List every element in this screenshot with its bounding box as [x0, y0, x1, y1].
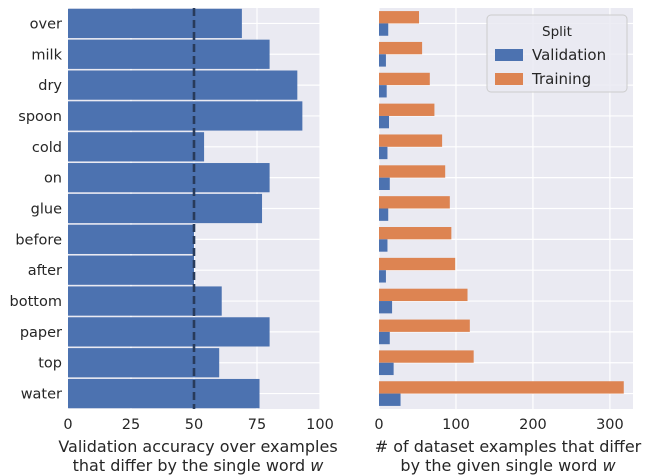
- category-label: top: [38, 356, 62, 372]
- left-x-tick-label: 25: [122, 417, 140, 433]
- accuracy-bar-paper: [68, 317, 270, 347]
- right-x-axis-label-line2: by the given single word w: [400, 456, 616, 475]
- accuracy-bar-cold: [68, 132, 205, 162]
- accuracy-bar-top: [68, 348, 220, 378]
- legend: Split Validation Training: [486, 14, 628, 93]
- legend-swatch-validation: [495, 49, 523, 61]
- legend-label-validation: Validation: [532, 46, 606, 64]
- left-x-tick-label: 50: [185, 417, 203, 433]
- category-label: on: [44, 171, 62, 187]
- training-bar-on: [379, 165, 446, 178]
- validation-bar-before: [379, 239, 388, 252]
- category-label: milk: [31, 47, 62, 63]
- training-bar-after: [379, 257, 456, 271]
- category-label: cold: [32, 140, 62, 156]
- right-x-tick-label: 300: [596, 417, 624, 433]
- accuracy-bar-after: [68, 255, 194, 285]
- accuracy-bar-dry: [68, 70, 298, 100]
- validation-bar-paper: [379, 331, 390, 345]
- accuracy-bar-over: [68, 8, 242, 39]
- accuracy-bar-glue: [68, 193, 263, 224]
- right-x-tick-label: 0: [374, 417, 383, 433]
- category-label: bottom: [10, 294, 62, 310]
- validation-bar-spoon: [379, 115, 390, 129]
- training-bar-water: [379, 381, 624, 394]
- training-bar-top: [379, 350, 474, 363]
- category-label: paper: [20, 325, 62, 341]
- category-label: over: [30, 16, 62, 32]
- training-bar-milk: [379, 41, 423, 55]
- category-label: spoon: [18, 109, 62, 125]
- category-label: dry: [38, 78, 62, 94]
- validation-bar-dry: [379, 85, 387, 98]
- training-bar-over: [379, 11, 420, 24]
- left-x-axis-label-line2: that differ by the single word w: [73, 456, 325, 475]
- counts-chart: 0 100 200 300 # of dataset examples that dif…: [374, 8, 642, 475]
- accuracy-bar-water: [68, 378, 260, 409]
- validation-bar-top: [379, 362, 394, 376]
- accuracy-chart: over milk dry spoon cold on glue before after bot…: [10, 8, 338, 475]
- accuracy-bar-before: [68, 224, 194, 254]
- accuracy-bar-milk: [68, 39, 270, 69]
- validation-bar-milk: [379, 54, 386, 67]
- category-label: before: [15, 232, 62, 248]
- validation-bar-on: [379, 177, 390, 190]
- training-bar-paper: [379, 319, 470, 332]
- legend-swatch-training: [495, 73, 523, 85]
- training-bar-before: [379, 227, 452, 240]
- validation-bar-glue: [379, 208, 389, 221]
- training-bar-dry: [379, 72, 430, 86]
- training-bar-spoon: [379, 103, 435, 116]
- validation-bar-after: [379, 270, 386, 283]
- accuracy-bar-on: [68, 163, 270, 193]
- category-label: after: [28, 263, 62, 279]
- right-x-tick-label: 100: [442, 417, 470, 433]
- category-label: water: [21, 387, 62, 403]
- validation-bar-over: [379, 23, 389, 36]
- validation-bar-water: [379, 393, 401, 406]
- training-bar-bottom: [379, 288, 468, 302]
- validation-bar-cold: [379, 146, 388, 160]
- left-x-tick-label: 0: [63, 417, 72, 433]
- right-x-axis-label-line1: # of dataset examples that differ: [375, 437, 642, 456]
- legend-frame: [486, 14, 628, 93]
- accuracy-bar-bottom: [68, 286, 222, 316]
- legend-title: Split: [542, 24, 572, 40]
- training-bar-cold: [379, 134, 443, 147]
- right-x-tick-label: 200: [519, 417, 547, 433]
- training-bar-glue: [379, 196, 450, 209]
- left-x-tick-label: 100: [306, 417, 334, 433]
- category-label: glue: [31, 202, 62, 218]
- left-x-axis-label-line1: Validation accuracy over examples: [58, 437, 337, 456]
- validation-bar-bottom: [379, 301, 393, 314]
- accuracy-bar-spoon: [68, 101, 303, 131]
- legend-label-training: Training: [531, 70, 591, 88]
- left-x-tick-label: 75: [248, 417, 266, 433]
